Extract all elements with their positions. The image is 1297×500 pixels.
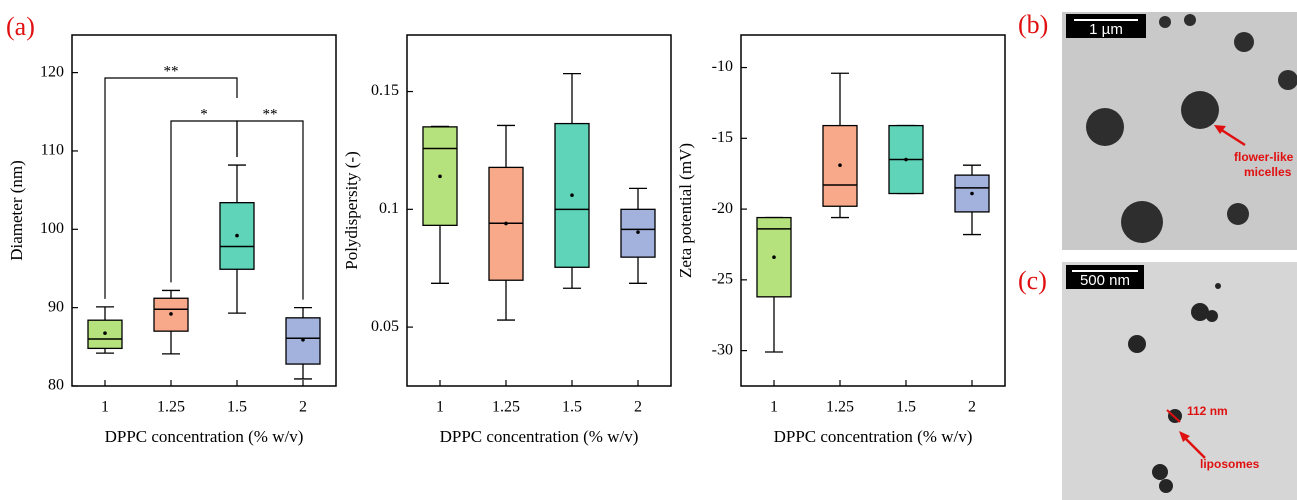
x-tick-label: 1 [770, 399, 778, 416]
mean [235, 233, 239, 238]
y-tick-label: 110 [41, 142, 64, 159]
mean [838, 163, 842, 168]
y-axis-label: Zeta potential (mV) [676, 143, 695, 278]
mean [169, 312, 173, 316]
panel-label: (a) [6, 12, 35, 41]
plot-frame [740, 34, 1006, 387]
x-tick-label: 2 [634, 399, 642, 416]
mean [904, 157, 908, 162]
x-tick-label: 1 [101, 399, 109, 416]
significance-label: ** [164, 63, 179, 79]
y-tick-label: 0.05 [371, 318, 399, 335]
y-tick-label: -30 [712, 341, 733, 358]
significance-label: ** [263, 106, 278, 122]
y-tick-label: -25 [712, 271, 733, 288]
annotation: liposomes [1200, 457, 1260, 471]
x-tick-label: 2 [968, 399, 976, 416]
x-tick-label: 1.5 [896, 399, 916, 416]
scale-bar-label: 500 nm [1080, 272, 1130, 289]
mean [103, 331, 107, 335]
x-tick-label: 1.25 [826, 399, 854, 416]
significance-bracket [236, 120, 304, 300]
x-tick-label: 1.5 [562, 399, 582, 416]
x-tick-label: 1 [436, 399, 444, 416]
size-label: 112 nm [1187, 404, 1228, 418]
x-axis-label: DPPC concentration (% w/v) [774, 427, 973, 446]
y-axis-label: Diameter (nm) [7, 160, 26, 261]
significance-label: * [200, 106, 208, 122]
x-tick-label: 2 [299, 399, 307, 416]
y-tick-label: 0.15 [371, 82, 399, 99]
plot-frame [406, 34, 672, 387]
panel-label: (b) [1018, 10, 1048, 39]
x-axis-label: DPPC concentration (% w/v) [440, 427, 639, 446]
y-tick-label: -15 [712, 129, 733, 146]
plot-frame [71, 34, 337, 387]
x-tick-label: 1.25 [157, 399, 185, 416]
x-axis-label: DPPC concentration (% w/v) [105, 427, 304, 446]
x-tick-label: 1.25 [492, 399, 520, 416]
y-tick-label: 90 [48, 298, 64, 315]
scale-bar-label: 1 µm [1089, 21, 1123, 38]
mean [570, 193, 574, 197]
x-tick-label: 1.5 [227, 399, 247, 416]
mean [772, 255, 776, 260]
micrograph: 1 µm flower-like micelles [1062, 12, 1297, 250]
y-tick-label: 0.1 [379, 200, 399, 217]
y-tick-label: 100 [40, 220, 64, 237]
panel-label: (c) [1018, 266, 1047, 295]
mean [504, 221, 508, 226]
significance-bracket [104, 77, 238, 299]
mean [636, 230, 640, 234]
mean [970, 191, 974, 196]
y-tick-label: 80 [48, 377, 64, 394]
mean [438, 174, 442, 179]
annotation: micelles [1244, 165, 1292, 179]
y-tick-label: 120 [40, 63, 64, 80]
annotation: flower-like [1234, 150, 1294, 164]
mean [301, 337, 305, 342]
micrograph: 500 nm 112 nm liposomes [1062, 262, 1297, 500]
y-tick-label: -20 [712, 200, 733, 217]
y-tick-label: -10 [712, 58, 733, 75]
y-axis-label: Polydispersity (-) [342, 151, 361, 270]
